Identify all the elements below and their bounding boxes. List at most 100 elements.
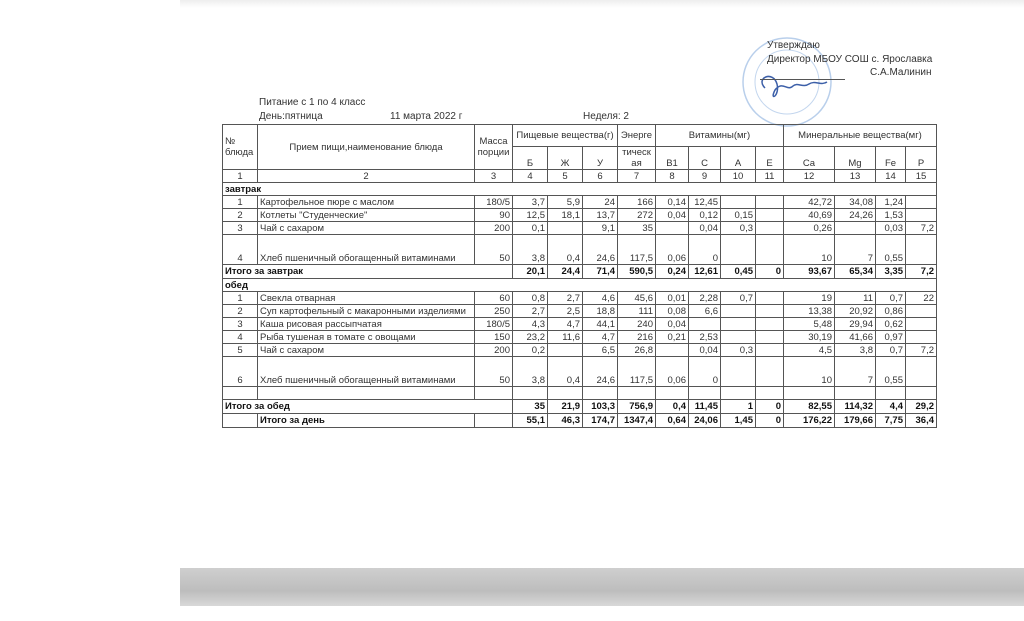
col-subheader: P: [905, 146, 937, 170]
cell: 3: [222, 221, 258, 235]
col-subheader: B1: [655, 146, 689, 170]
empty-cell: [655, 386, 689, 400]
energy-line-3: ая: [631, 158, 642, 169]
empty-cell: [474, 413, 513, 428]
cell: 5: [222, 343, 258, 357]
day-total-cell: 174,7: [582, 413, 618, 428]
cell: 0,03: [875, 221, 906, 235]
scan-top-edge: [180, 0, 1024, 8]
cell: 3,8: [512, 234, 548, 265]
total-cell: 12,61: [688, 264, 721, 279]
cell: 200: [474, 221, 513, 235]
cell: 5,48: [783, 317, 835, 331]
cell: [905, 234, 937, 265]
cell: [755, 208, 784, 222]
cell: 0,12: [688, 208, 721, 222]
cell: [834, 221, 876, 235]
cell: 250: [474, 304, 513, 318]
table-row: 2 Суп картофельный с макаронными изделиям…: [222, 304, 937, 318]
col-number: 8: [655, 169, 689, 183]
cell: 0,7: [875, 343, 906, 357]
col-number: 5: [547, 169, 583, 183]
cell: 44,1: [582, 317, 618, 331]
cell: 0,55: [875, 356, 906, 387]
col-number: 1: [222, 169, 258, 183]
total-cell: 82,55: [783, 399, 835, 414]
cell: 2,28: [688, 291, 721, 305]
cell: 34,08: [834, 195, 876, 209]
cell: 0,26: [783, 221, 835, 235]
total-cell: 3,35: [875, 264, 906, 279]
empty-cell: [755, 386, 784, 400]
col-header-mass: Масса порции: [474, 124, 513, 170]
total-cell: 0: [755, 399, 784, 414]
table-row: 4 Рыба тушеная в томате с овощами 150 23,2 1…: [222, 330, 937, 344]
cell: 240: [617, 317, 656, 331]
empty-cell: [875, 386, 906, 400]
cell: [688, 317, 721, 331]
cell: 50: [474, 356, 513, 387]
cell: 19: [783, 291, 835, 305]
col-subheader: Mg: [834, 146, 876, 170]
cell: 11: [834, 291, 876, 305]
cell: [547, 343, 583, 357]
approval-title: Утверждаю: [767, 40, 820, 51]
total-cell: 756,9: [617, 399, 656, 414]
cell: 24,6: [582, 234, 618, 265]
cell: 20,92: [834, 304, 876, 318]
col-header-vitamins: Витамины(мг): [655, 124, 784, 147]
col-header-minerals: Минеральные вещества(мг): [783, 124, 937, 147]
empty-row: [222, 386, 937, 400]
total-cell: 29,2: [905, 399, 937, 414]
total-cell: 21,9: [547, 399, 583, 414]
cell: 4: [222, 330, 258, 344]
cell: 90: [474, 208, 513, 222]
total-cell: 0: [755, 264, 784, 279]
dish-name: Каша рисовая рассыпчатая: [257, 317, 475, 331]
cell: 216: [617, 330, 656, 344]
cell: 12,45: [688, 195, 721, 209]
day-total-cell: 36,4: [905, 413, 937, 428]
cell: 0,04: [655, 317, 689, 331]
col-number: 7: [617, 169, 656, 183]
cell: 12,5: [512, 208, 548, 222]
dish-name: Хлеб пшеничный обогащенный витаминами: [257, 356, 475, 387]
total-cell: 0,24: [655, 264, 689, 279]
cell: 4,3: [512, 317, 548, 331]
section-row: обед: [222, 278, 937, 292]
cell: 111: [617, 304, 656, 318]
total-cell: 20,1: [512, 264, 548, 279]
approval-name: С.А.Малинин: [870, 67, 932, 78]
day-total-cell: 24,06: [688, 413, 721, 428]
col-number: 12: [783, 169, 835, 183]
cell: [720, 195, 756, 209]
total-cell: 24,4: [547, 264, 583, 279]
cell: 1: [222, 291, 258, 305]
cell: 0,7: [720, 291, 756, 305]
menu-table: № блюда Прием пищи,наименование блюда Ма…: [222, 124, 937, 428]
cell: [720, 330, 756, 344]
col-subheader: Ca: [783, 146, 835, 170]
cell: 0,14: [655, 195, 689, 209]
col-number: 9: [688, 169, 721, 183]
cell: 0,06: [655, 356, 689, 387]
cell: 9,1: [582, 221, 618, 235]
cell: 0,8: [512, 291, 548, 305]
cell: 23,2: [512, 330, 548, 344]
col-number: 6: [582, 169, 618, 183]
cell: 0,1: [512, 221, 548, 235]
cell: 0,01: [655, 291, 689, 305]
total-cell: 103,3: [582, 399, 618, 414]
cell: 0: [688, 234, 721, 265]
cell: 10: [783, 356, 835, 387]
dish-name: Свекла отварная: [257, 291, 475, 305]
cell: 18,1: [547, 208, 583, 222]
signature-icon: [761, 75, 828, 98]
day-total-cell: 176,22: [783, 413, 835, 428]
empty-cell: [582, 386, 618, 400]
col-subheader: A: [720, 146, 756, 170]
cell: 4,5: [783, 343, 835, 357]
cell: 0,2: [512, 343, 548, 357]
section-title: завтрак: [222, 182, 937, 196]
day-total-cell: 1,45: [720, 413, 756, 428]
